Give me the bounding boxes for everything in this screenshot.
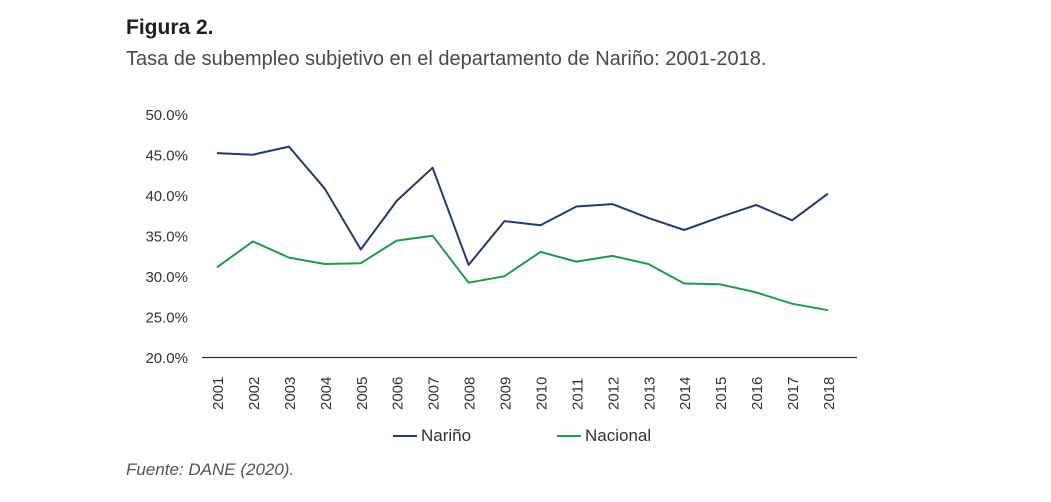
x-tick-label: 2018 [821, 377, 838, 410]
figure-title: Tasa de subempleo subjetivo en el depart… [126, 48, 767, 70]
y-tick-label: 25.0% [145, 310, 188, 327]
y-tick-label: 35.0% [145, 229, 188, 246]
x-tick-label: 2005 [354, 377, 371, 410]
series-line-nacional [216, 234, 829, 312]
x-tick-label: 2008 [462, 377, 479, 410]
x-tick-label: 2004 [318, 377, 335, 410]
legend-item-nacional: Nacional [557, 426, 651, 446]
x-tick-label: 2006 [390, 377, 407, 410]
x-tick-label: 2009 [498, 377, 515, 410]
y-tick-label: 45.0% [145, 148, 188, 165]
x-tick-label: 2012 [605, 377, 622, 410]
x-tick-label: 2007 [426, 377, 443, 410]
x-tick-label: 2016 [749, 377, 766, 410]
nacional-swatch [557, 435, 581, 437]
legend-label-narino: Nariño [421, 426, 472, 445]
figure-source: Fuente: DANE (2020). [126, 460, 295, 479]
narino-swatch [393, 435, 417, 437]
x-tick-label: 2013 [641, 377, 658, 410]
x-tick-label: 2010 [533, 377, 550, 410]
legend-item-narino: Nariño [393, 426, 471, 446]
figure-label: Figura 2. [126, 16, 214, 39]
series-line-narino [216, 145, 829, 266]
x-tick-label: 2003 [282, 377, 299, 410]
y-tick-label: 30.0% [145, 269, 188, 286]
x-tick-label: 2011 [569, 378, 586, 410]
y-tick-label: 20.0% [145, 350, 188, 367]
y-tick-label: 40.0% [145, 188, 188, 205]
y-tick-label: 50.0% [145, 107, 188, 124]
x-tick-label: 2014 [677, 377, 694, 410]
x-tick-label: 2015 [713, 377, 730, 410]
x-tick-label: 2001 [210, 377, 227, 410]
x-tick-label: 2002 [246, 377, 263, 410]
x-tick-label: 2017 [785, 377, 802, 410]
legend-label-nacional: Nacional [585, 426, 652, 445]
